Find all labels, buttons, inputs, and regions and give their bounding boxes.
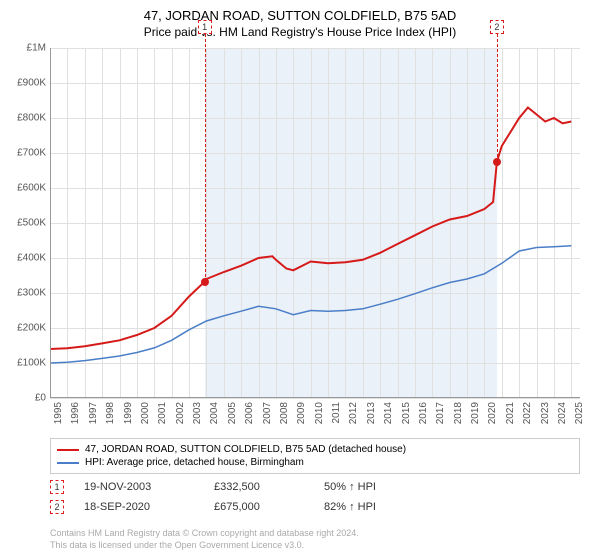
x-tick-label: 2022 <box>522 402 533 424</box>
y-tick-label: £600K <box>17 183 46 194</box>
y-tick-label: £400K <box>17 253 46 264</box>
x-axis <box>50 397 580 398</box>
x-tick-label: 2025 <box>574 402 585 424</box>
x-tick-label: 2009 <box>296 402 307 424</box>
legend-label: HPI: Average price, detached house, Birm… <box>85 457 304 468</box>
y-tick-label: £300K <box>17 288 46 299</box>
x-tick-label: 1995 <box>53 402 64 424</box>
sale-row: 1 19-NOV-2003 £332,500 50% ↑ HPI <box>50 480 376 494</box>
sale-pct: 50% ↑ HPI <box>324 481 376 493</box>
x-tick-label: 2011 <box>331 402 342 424</box>
x-tick-label: 1999 <box>123 402 134 424</box>
x-tick-label: 2003 <box>192 402 203 424</box>
x-tick-label: 2005 <box>227 402 238 424</box>
x-tick-label: 2020 <box>487 402 498 424</box>
marker-dashline <box>205 34 206 282</box>
y-tick-label: £700K <box>17 148 46 159</box>
y-tick-label: £500K <box>17 218 46 229</box>
x-tick-label: 2013 <box>366 402 377 424</box>
marker-label: 1 <box>198 20 212 34</box>
x-tick-label: 2008 <box>279 402 290 424</box>
x-tick-label: 2007 <box>262 402 273 424</box>
x-tick-label: 2019 <box>470 402 481 424</box>
plot-area: 12 £0£100K£200K£300K£400K£500K£600K£700K… <box>50 48 580 398</box>
x-tick-label: 2006 <box>244 402 255 424</box>
attribution: Contains HM Land Registry data © Crown c… <box>50 528 359 551</box>
y-tick-label: £100K <box>17 358 46 369</box>
attribution-line2: This data is licensed under the Open Gov… <box>50 540 359 552</box>
x-tick-label: 2004 <box>209 402 220 424</box>
sale-row: 2 18-SEP-2020 £675,000 82% ↑ HPI <box>50 500 376 514</box>
series-hpi <box>50 246 571 363</box>
chart-title: 47, JORDAN ROAD, SUTTON COLDFIELD, B75 5… <box>0 0 600 23</box>
x-tick-label: 2018 <box>453 402 464 424</box>
x-tick-label: 1998 <box>105 402 116 424</box>
y-tick-label: £900K <box>17 78 46 89</box>
marker-dot <box>493 158 501 166</box>
marker-dashline <box>497 34 498 162</box>
x-tick-label: 2016 <box>418 402 429 424</box>
x-tick-label: 2002 <box>175 402 186 424</box>
y-tick-label: £0 <box>35 393 46 404</box>
legend-swatch <box>57 449 79 451</box>
x-tick-label: 2023 <box>540 402 551 424</box>
x-tick-label: 2024 <box>557 402 568 424</box>
attribution-line1: Contains HM Land Registry data © Crown c… <box>50 528 359 540</box>
y-tick-label: £800K <box>17 113 46 124</box>
y-axis <box>50 48 51 398</box>
sale-marker-box: 2 <box>50 500 64 514</box>
x-tick-label: 1996 <box>70 402 81 424</box>
legend-swatch <box>57 462 79 464</box>
x-tick-label: 2017 <box>435 402 446 424</box>
legend-row: 47, JORDAN ROAD, SUTTON COLDFIELD, B75 5… <box>57 443 573 456</box>
sale-price: £675,000 <box>214 501 304 513</box>
legend: 47, JORDAN ROAD, SUTTON COLDFIELD, B75 5… <box>50 438 580 474</box>
sale-date: 18-SEP-2020 <box>84 501 194 513</box>
chart-container: 47, JORDAN ROAD, SUTTON COLDFIELD, B75 5… <box>0 0 600 560</box>
legend-label: 47, JORDAN ROAD, SUTTON COLDFIELD, B75 5… <box>85 444 406 455</box>
legend-row: HPI: Average price, detached house, Birm… <box>57 456 573 469</box>
sale-marker-box: 1 <box>50 480 64 494</box>
x-tick-label: 2015 <box>401 402 412 424</box>
sale-pct: 82% ↑ HPI <box>324 501 376 513</box>
x-tick-label: 2010 <box>314 402 325 424</box>
y-tick-label: £200K <box>17 323 46 334</box>
marker-label: 2 <box>490 20 504 34</box>
x-tick-label: 1997 <box>88 402 99 424</box>
sale-date: 19-NOV-2003 <box>84 481 194 493</box>
y-tick-label: £1M <box>27 43 46 54</box>
chart-subtitle: Price paid vs. HM Land Registry's House … <box>0 23 600 39</box>
x-tick-label: 2014 <box>383 402 394 424</box>
x-tick-label: 2000 <box>140 402 151 424</box>
sale-price: £332,500 <box>214 481 304 493</box>
grid-line-h <box>50 398 580 399</box>
series-property <box>50 108 571 350</box>
x-tick-label: 2001 <box>157 402 168 424</box>
x-tick-label: 2021 <box>505 402 516 424</box>
x-tick-label: 2012 <box>348 402 359 424</box>
line-chart-svg <box>50 48 580 398</box>
marker-dot <box>201 278 209 286</box>
